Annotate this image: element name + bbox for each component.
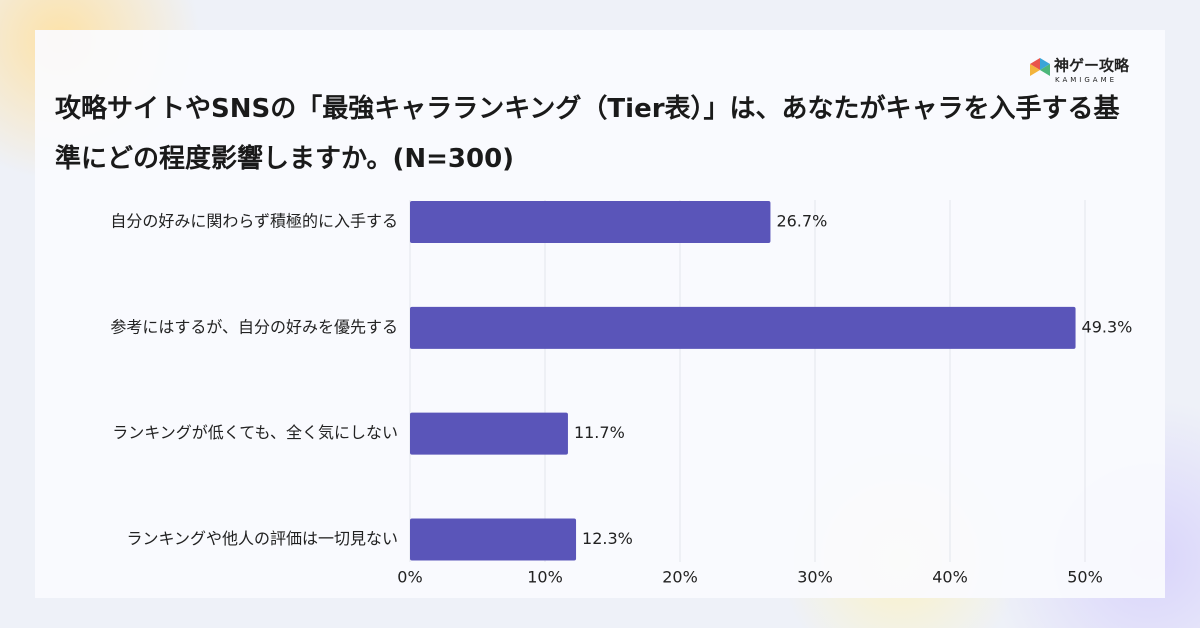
chart-title: 攻略サイトやSNSの「最強キャラランキング（Tier表）」は、あなたがキャラを入… — [55, 94, 1120, 174]
y-tick-label: ランキングが低くても、全く気にしない — [112, 423, 398, 442]
x-tick-label: 30% — [797, 568, 833, 587]
value-label: 49.3% — [1082, 317, 1133, 336]
x-tick-label: 20% — [662, 568, 698, 587]
bar — [410, 518, 577, 561]
logo-subtitle: KAMIGAME — [1055, 76, 1117, 84]
y-tick-label: 参考にはするが、自分の好みを優先する — [110, 317, 398, 336]
x-tick-label: 10% — [527, 568, 563, 587]
y-tick-label: ランキングや他人の評価は一切見ない — [126, 529, 398, 548]
x-tick-label: 0% — [397, 568, 422, 587]
logo-icon — [1030, 58, 1050, 76]
bar — [410, 306, 1076, 349]
x-tick-label: 40% — [932, 568, 968, 587]
bar — [410, 412, 568, 455]
bar — [410, 201, 771, 243]
x-tick-label: 50% — [1067, 568, 1103, 587]
value-label: 12.3% — [582, 529, 633, 548]
logo-name: 神ゲー攻略 — [1054, 57, 1130, 75]
value-label: 26.7% — [776, 212, 827, 231]
y-tick-label: 自分の好みに関わらず積極的に入手する — [110, 212, 398, 231]
value-label: 11.7% — [574, 423, 625, 442]
